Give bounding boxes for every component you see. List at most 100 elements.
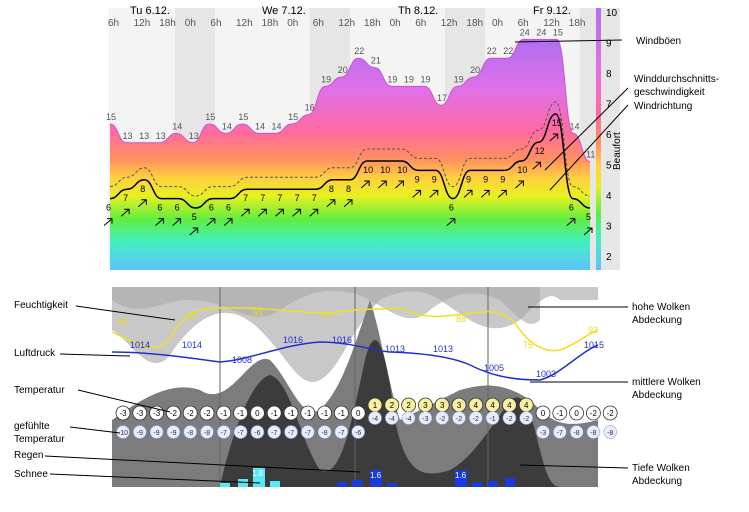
wind-label: 10 bbox=[363, 165, 373, 175]
felt-temperature-value: -8 bbox=[607, 430, 613, 437]
felt-temperature-bubble bbox=[250, 425, 265, 439]
temperature-bubble bbox=[132, 405, 148, 421]
hour-label: 18h bbox=[569, 18, 586, 29]
temperature-bubble bbox=[569, 405, 584, 421]
humidity-annotation: Feuchtigkeit bbox=[14, 300, 68, 311]
wind-arrow-icon bbox=[257, 208, 267, 217]
felt-temperature-value: -7 bbox=[237, 430, 243, 437]
gust-label: 13 bbox=[189, 131, 199, 141]
high-clouds-area-mid bbox=[112, 287, 540, 324]
beaufort-tick: 8 bbox=[606, 69, 612, 80]
felt-temperature-value: -9 bbox=[153, 430, 159, 437]
wind-arrow-icon bbox=[429, 189, 439, 198]
felt-temperature-bubble bbox=[368, 411, 382, 425]
wind-arrow-icon bbox=[395, 180, 404, 189]
wind-label: 7 bbox=[295, 193, 300, 203]
wind-label: 5 bbox=[192, 212, 197, 222]
felt-temperature-value: -2 bbox=[473, 416, 479, 423]
snow-bar bbox=[253, 468, 265, 487]
felt-temperature-bubble bbox=[435, 411, 450, 425]
mid-clouds-annotation: mittlere Wolken Abdeckung bbox=[632, 376, 701, 402]
high-clouds-line2: Abdeckung bbox=[632, 315, 683, 326]
gust-label: 19 bbox=[387, 74, 397, 84]
felt-temperature-value: -4 bbox=[389, 416, 395, 423]
humidity-label: 91 bbox=[187, 311, 197, 321]
low-clouds-line2: Abdeckung bbox=[632, 476, 683, 487]
felt-temperature-bubble bbox=[200, 425, 214, 439]
wind-labels: 6 7 8 6 6 5 6 6 7 7 7 7 7 8 8 10 10 10 9 9 6 9 9 9 10 12 15 6 5 bbox=[106, 118, 591, 222]
temperature-bubble bbox=[182, 405, 198, 421]
precip-label: 1.6 bbox=[455, 471, 467, 480]
gust-label: 15 bbox=[205, 112, 215, 122]
temperature-value: 4 bbox=[490, 401, 495, 410]
snow-bar bbox=[220, 483, 230, 487]
day-label: We 7.12. bbox=[262, 5, 306, 17]
hour-label: 18h bbox=[364, 18, 381, 29]
felt-temperature-bubble bbox=[468, 411, 483, 425]
felt-temperature-value: -2 bbox=[523, 416, 529, 423]
wind-direction-arrows bbox=[103, 133, 593, 236]
hour-label: 6h bbox=[415, 18, 426, 29]
humidity-label: 91 bbox=[253, 308, 263, 318]
gust-label: 22 bbox=[354, 46, 364, 56]
precip-label: 1.8 bbox=[252, 469, 264, 478]
wind-arrow-icon bbox=[189, 227, 199, 236]
wind-arrow-icon bbox=[292, 208, 302, 217]
wind-arrow-icon bbox=[412, 189, 422, 198]
gust-label: 13 bbox=[156, 131, 166, 141]
hour-label: 6h bbox=[210, 18, 221, 29]
felt-temperature-bubble bbox=[132, 425, 147, 439]
hour-label: 0h bbox=[185, 18, 196, 29]
felt-temperature-value: -7 bbox=[288, 430, 294, 437]
temperature-value: 3 bbox=[440, 401, 445, 410]
snow-bar bbox=[238, 479, 248, 487]
hour-label: 0h bbox=[492, 18, 503, 29]
temperature-value: -3 bbox=[153, 409, 161, 418]
windavg-annotation-line1: Winddurchschnitts- bbox=[634, 74, 720, 85]
gust-label: 14 bbox=[255, 121, 265, 131]
wind-label: 8 bbox=[140, 184, 145, 194]
felt-temperature-bubble bbox=[300, 425, 315, 439]
temperature-bubble bbox=[216, 405, 232, 421]
gust-label: 14 bbox=[569, 121, 579, 131]
humidity-labels: 80 91 91 91 88 75 92 bbox=[118, 308, 598, 350]
gust-label: 21 bbox=[371, 56, 381, 66]
felt-temperature-value: -7 bbox=[271, 430, 277, 437]
beaufort-tick: 3 bbox=[606, 222, 612, 233]
felt-temperature-value: -4 bbox=[405, 416, 411, 423]
wind-label: 9 bbox=[466, 174, 471, 184]
felt-temperature-value: -8 bbox=[573, 430, 579, 437]
wind-label: 8 bbox=[329, 184, 334, 194]
wind-label: 7 bbox=[277, 193, 282, 203]
temperature-value: 4 bbox=[507, 401, 512, 410]
gust-label: 15 bbox=[106, 112, 116, 122]
temperature-value: -1 bbox=[556, 409, 564, 418]
snow-annotation: Schnee bbox=[14, 469, 48, 480]
temperature-value: -1 bbox=[321, 409, 329, 418]
wind-arrow-icon bbox=[532, 161, 542, 170]
wind-arrow-icon bbox=[446, 218, 456, 226]
wind-label: 7 bbox=[260, 193, 265, 203]
felt-temperature-value: -10 bbox=[118, 430, 128, 437]
gust-label: 14 bbox=[272, 121, 282, 131]
felt-temperature-value: -7 bbox=[557, 430, 563, 437]
windavg-annotation: Winddurchschnitts- geschwindigkeit bbox=[634, 73, 719, 99]
rain-bar bbox=[387, 483, 397, 487]
felt-temperature-bubble bbox=[418, 411, 433, 425]
day-label: Fr 9.12. bbox=[533, 5, 571, 17]
wind-label: 9 bbox=[432, 174, 437, 184]
hour-label: 0h bbox=[287, 18, 298, 29]
wind-label: 6 bbox=[209, 203, 214, 213]
hour-label: 12h bbox=[441, 18, 458, 29]
humidity-label: 88 bbox=[456, 314, 466, 324]
hour-label: 6h bbox=[518, 18, 529, 29]
hour-label: 12h bbox=[543, 18, 560, 29]
felt-temperature-bubble bbox=[485, 411, 500, 425]
wind-speed-line bbox=[109, 113, 591, 209]
felt-temperature-bubble bbox=[586, 425, 601, 439]
gust-label: 22 bbox=[503, 46, 513, 56]
snow-bar bbox=[270, 481, 280, 487]
felt-temperature-bubble bbox=[317, 425, 332, 439]
wind-label: 10 bbox=[517, 165, 527, 175]
